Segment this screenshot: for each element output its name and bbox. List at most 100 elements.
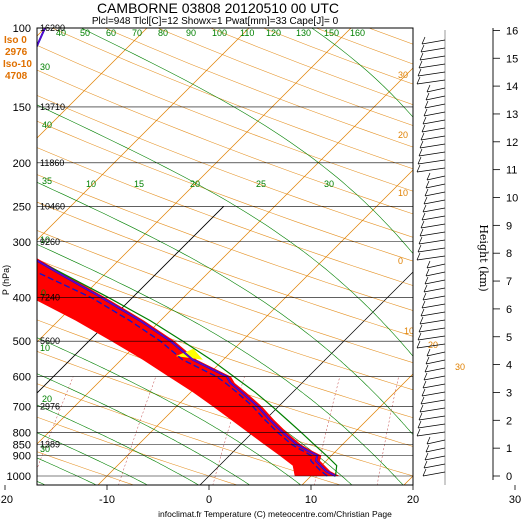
- wind-barb-flag: [425, 444, 430, 453]
- wind-barb: [420, 311, 446, 317]
- wind-barb: [425, 359, 446, 365]
- wind-barb-flag: [422, 380, 427, 389]
- isotherm-line: [37, 28, 148, 139]
- wind-barb: [418, 327, 446, 333]
- wind-barb: [417, 71, 446, 77]
- moist-adiabat-line: [37, 373, 251, 485]
- wind-barb-flag: [424, 364, 429, 373]
- wind-barb: [420, 47, 446, 53]
- moist-adiabat-label: 130: [296, 28, 311, 38]
- dry-adiabat-line: [37, 95, 413, 238]
- wind-barb: [424, 367, 446, 373]
- temperature-tick-label: 20: [407, 494, 419, 506]
- isotherm-line: [199, 271, 413, 485]
- wind-barb-flag: [422, 292, 427, 301]
- pressure-tick-label: 700: [13, 402, 31, 414]
- wind-barb-flag: [420, 44, 425, 53]
- height-tick-label: 2: [506, 415, 512, 427]
- dry-adiabat-line: [37, 416, 239, 485]
- wind-barb: [419, 231, 446, 237]
- moist-adiabat-label: 30: [324, 179, 334, 189]
- moist-adiabat-label: 25: [256, 179, 266, 189]
- dry-adiabat-line: [104, 28, 413, 148]
- wind-barb-flag: [416, 76, 421, 85]
- moist-adiabat-line: [81, 28, 413, 255]
- height-tick-label: 7: [506, 276, 512, 288]
- isotherm-label: 0: [398, 256, 403, 266]
- wind-barb-flag: [424, 188, 429, 197]
- moist-adiabat-label: 110: [240, 28, 254, 38]
- wind-barb-flag: [416, 164, 421, 173]
- isotherm-label: 20: [398, 130, 408, 140]
- wind-barb-flag: [421, 212, 426, 221]
- wind-barb-flag: [425, 268, 430, 277]
- moist-adiabat-line: [37, 457, 98, 485]
- wind-barb: [416, 431, 446, 437]
- wind-barb: [417, 159, 446, 165]
- wind-barb: [421, 303, 446, 309]
- isotherm-label: 30: [455, 362, 465, 372]
- wind-barb: [417, 335, 446, 341]
- wind-barb-flag: [423, 108, 428, 117]
- wind-barb: [425, 183, 446, 189]
- wind-barb: [422, 207, 446, 213]
- pressure-tick-label: 850: [13, 439, 31, 451]
- height-tick-label: 8: [506, 248, 512, 260]
- chart-title: CAMBORNE 03808 20120510 00 UTC: [97, 0, 339, 16]
- dry-adiabat-line: [37, 351, 413, 477]
- wind-barb-flag: [423, 284, 428, 293]
- iso10-value: 4708: [5, 71, 28, 82]
- wind-barb-flag: [426, 260, 431, 269]
- wind-barb-flag: [418, 60, 423, 69]
- geopotential-height-label: 13710: [40, 102, 65, 112]
- wind-barb: [417, 247, 446, 253]
- moist-adiabat-line: [37, 337, 302, 485]
- wind-barb-flag: [420, 396, 425, 405]
- plot-frame: [36, 27, 414, 486]
- wind-barb-flag: [425, 356, 430, 365]
- wind-barb-flag: [417, 244, 422, 253]
- wind-barb: [426, 175, 446, 181]
- height-tick-label: 12: [506, 137, 518, 149]
- isotherm-label: 20: [428, 340, 438, 350]
- wind-barb: [419, 143, 446, 149]
- pressure-tick-label: 100: [13, 23, 31, 35]
- wind-barb: [418, 239, 446, 245]
- wind-barb: [422, 119, 446, 125]
- isotherm-label: 10: [398, 188, 408, 198]
- moist-adiabat-label: 160: [350, 28, 365, 38]
- wind-barb-flag: [416, 428, 421, 437]
- wind-barb-flag: [423, 196, 428, 205]
- wind-barb: [425, 447, 446, 453]
- height-tick-label: 0: [506, 471, 512, 483]
- wind-barb-flag: [418, 148, 423, 157]
- wind-barb-flag: [424, 452, 429, 461]
- pressure-tick-label: 200: [13, 158, 31, 170]
- iso0-value: 2976: [5, 47, 28, 58]
- cape-area-fill: [37, 258, 340, 476]
- geopotential-labels: 16290 13710 11860 10460 9260 7240 5600 2976 1389: [40, 23, 65, 449]
- wind-barb-flag: [426, 436, 431, 445]
- iso10-label: Iso-10: [3, 59, 32, 70]
- moist-adiabat-line: [37, 244, 404, 485]
- wind-barb-flag: [420, 220, 425, 229]
- temperature-tick-label: -20: [0, 494, 13, 506]
- wind-barb-flag: [422, 468, 427, 477]
- height-tick-label: 6: [506, 304, 512, 316]
- geopotential-height-label: 11860: [40, 158, 64, 168]
- pressure-tick-label: 250: [13, 201, 31, 213]
- moist-adiabat-label: 60: [106, 28, 116, 38]
- wind-barb: [423, 287, 446, 293]
- wind-barb: [416, 79, 446, 85]
- temperature-tick-label: 30: [509, 494, 521, 506]
- dry-adiabat-line: [37, 69, 413, 215]
- wind-barb-flag: [417, 68, 422, 77]
- wind-barb: [422, 295, 446, 301]
- wind-barb: [424, 455, 446, 461]
- wind-barb-flag: [416, 252, 421, 261]
- height-tick-label: 5: [506, 332, 512, 344]
- dry-adiabat-line: [157, 28, 413, 126]
- wind-barb-flag: [423, 372, 428, 381]
